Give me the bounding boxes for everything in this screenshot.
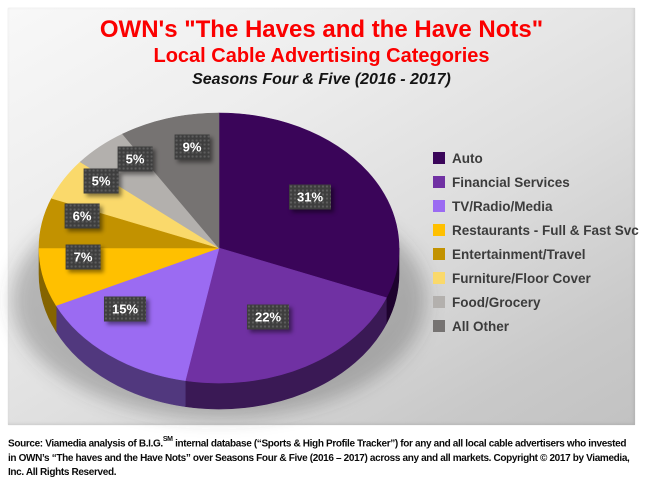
legend-label: Entertainment/Travel	[452, 246, 586, 262]
legend-label: Financial Services	[452, 174, 570, 190]
source-note-line1: Source: Viamedia analysis of B.I.G.SM in…	[8, 434, 648, 452]
legend-swatch-icon	[433, 176, 445, 188]
legend-label: All Other	[452, 318, 510, 334]
legend-item-food-grocery: Food/Grocery	[433, 290, 647, 314]
chart-title: OWN's "The Haves and the Have Nots"	[99, 16, 544, 43]
chart-period: Seasons Four & Five (2016 - 2017)	[192, 71, 451, 88]
chart-header: OWN's "The Haves and the Have Nots" Loca…	[8, 16, 635, 91]
legend-item-restaurants: Restaurants - Full & Fast Svc	[433, 218, 647, 242]
legend-swatch-icon	[433, 248, 445, 260]
legend-swatch-icon	[433, 320, 445, 332]
legend-label: Restaurants - Full & Fast Svc	[452, 222, 639, 238]
source-note-text: Source: Viamedia analysis of B.I.G.	[8, 438, 163, 450]
legend: Auto Financial Services TV/Radio/Media R…	[433, 146, 647, 338]
legend-item-auto: Auto	[433, 146, 647, 170]
source-note-line2: in OWN’s “The haves and the Have Nots” o…	[8, 452, 630, 464]
legend-item-financial-services: Financial Services	[433, 170, 647, 194]
legend-label: Food/Grocery	[452, 294, 541, 310]
pie-slice-label-furniture-floor-cover: 5%	[83, 168, 119, 194]
legend-swatch-icon	[433, 152, 445, 164]
legend-label: Auto	[452, 150, 483, 166]
source-note-line3: Inc. All Rights Reserved.	[8, 467, 117, 479]
legend-swatch-icon	[433, 224, 445, 236]
pie-slice-label-tv-radio-media: 15%	[103, 296, 147, 322]
pie-slice-label-food-grocery: 5%	[117, 146, 153, 172]
legend-item-furniture-floor-cover: Furniture/Floor Cover	[433, 266, 647, 290]
legend-label: TV/Radio/Media	[452, 198, 553, 214]
legend-swatch-icon	[433, 200, 445, 212]
source-note: Source: Viamedia analysis of B.I.G.SM in…	[8, 434, 648, 481]
legend-label: Furniture/Floor Cover	[452, 270, 591, 286]
service-mark: SM	[162, 436, 173, 443]
chart-subtitle: Local Cable Advertising Categories	[153, 45, 490, 67]
pie-slice-label-financial-services: 22%	[246, 304, 290, 330]
source-note-text: internal database (“Sports & High Profil…	[172, 438, 627, 450]
legend-swatch-icon	[433, 296, 445, 308]
legend-item-tv-radio-media: TV/Radio/Media	[433, 194, 647, 218]
legend-swatch-icon	[433, 272, 445, 284]
pie-slice-label-all-other: 9%	[174, 134, 210, 160]
pie-slice-label-restaurants: 7%	[65, 244, 101, 270]
legend-item-all-other: All Other	[433, 314, 647, 338]
pie-slice-label-auto: 31%	[288, 184, 332, 210]
legend-item-entertainment-travel: Entertainment/Travel	[433, 242, 647, 266]
pie-slice-label-entertainment-travel: 6%	[64, 203, 100, 229]
